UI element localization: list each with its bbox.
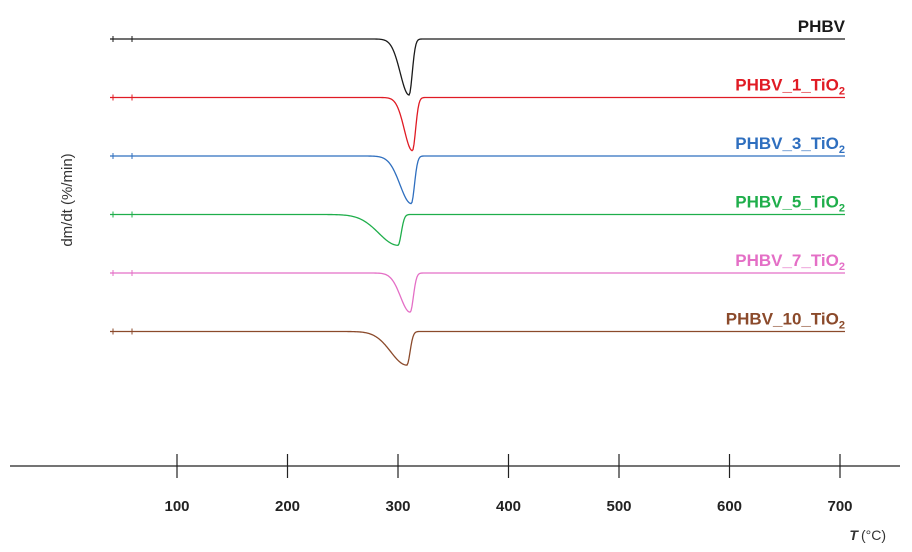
series-label-subscript: 2 — [839, 144, 845, 156]
y-axis-title: dm/dt (%/min) — [59, 153, 76, 246]
x-tick-label: 300 — [385, 498, 410, 515]
series-curve — [110, 330, 845, 366]
series-label-subscript: 2 — [839, 320, 845, 332]
x-tick-label: 100 — [164, 498, 189, 515]
x-axis: 100 200 300 400 500 600 700 — [10, 454, 900, 515]
x-tick-label: 200 — [275, 498, 300, 515]
series-label-base: PHBV_10_TiO — [726, 310, 839, 329]
series-label-base: PHBV_3_TiO — [735, 134, 839, 153]
x-tick-label: 700 — [827, 498, 852, 515]
series-label-subscript: 2 — [839, 261, 845, 273]
series-label-subscript: 2 — [839, 203, 845, 215]
series-curve — [110, 213, 845, 246]
x-tick-label: 400 — [496, 498, 521, 515]
series-label-base: PHBV_7_TiO — [735, 251, 839, 270]
x-tick-label: 600 — [717, 498, 742, 515]
series-labels-group: PHBVPHBV_1_TiO2PHBV_3_TiO2PHBV_5_TiO2PHB… — [726, 17, 846, 332]
series-curve — [110, 38, 845, 96]
series-label-subscript: 2 — [839, 86, 845, 98]
series-curve — [110, 96, 845, 152]
x-axis-title-var: T — [849, 527, 859, 543]
series-label-base: PHBV_1_TiO — [735, 76, 839, 95]
series-label: PHBV_3_TiO2 — [735, 134, 845, 156]
series-label-base: PHBV_5_TiO — [735, 193, 839, 212]
series-label-base: PHBV — [798, 17, 846, 36]
x-axis-title-unit: (°C) — [861, 527, 886, 543]
x-axis-title: T (°C) — [849, 527, 886, 543]
series-label: PHBV_1_TiO2 — [735, 76, 845, 98]
series-label: PHBV_7_TiO2 — [735, 251, 845, 273]
curves-group — [110, 36, 845, 366]
x-tick-label: 500 — [606, 498, 631, 515]
series-label: PHBV — [798, 17, 846, 36]
series-label: PHBV_5_TiO2 — [735, 193, 845, 215]
series-curve — [110, 272, 845, 313]
series-curve — [110, 155, 845, 205]
series-label: PHBV_10_TiO2 — [726, 310, 845, 332]
